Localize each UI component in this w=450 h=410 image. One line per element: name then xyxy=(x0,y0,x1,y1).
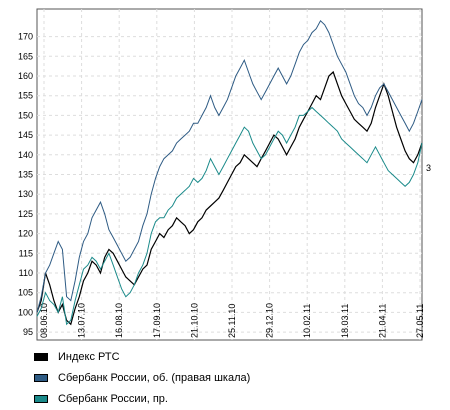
x-tick-label: 10.02.11 xyxy=(302,304,312,338)
x-axis: 08.06.10 13.07.10 16.08.10 17.09.10 21.10.10… xyxy=(39,303,425,338)
y-tick-label: 105 xyxy=(18,288,33,298)
legend-swatch-sber-common xyxy=(34,373,48,382)
legend-label-rts: Индекс РТС xyxy=(58,350,120,363)
series-line-rts xyxy=(36,70,423,326)
y-tick-label: 100 xyxy=(18,307,33,317)
y-tick-label: 125 xyxy=(18,209,33,219)
legend-item-sber-pref: Сбербанк России, пр. xyxy=(34,388,250,409)
y-tick-label: 150 xyxy=(18,110,33,120)
legend-label-sber-pref: Сбербанк России, пр. xyxy=(58,392,168,405)
x-tick-label: 21.04.11 xyxy=(377,304,387,338)
legend-item-rts: Индекс РТС xyxy=(34,346,250,367)
x-tick-label: 29.12.10 xyxy=(265,303,275,338)
x-tick-label: 17.09.10 xyxy=(152,303,162,338)
series-lines xyxy=(36,19,423,326)
y-tick-label: 130 xyxy=(18,189,33,199)
y-tick-label: 120 xyxy=(18,229,33,239)
x-tick-label: 27.05.11 xyxy=(415,304,425,338)
y-tick-label: 155 xyxy=(18,91,33,101)
x-tick-label: 18.03.11 xyxy=(340,304,350,338)
series-line-sber-common xyxy=(36,19,423,313)
legend-item-sber-common: Сбербанк России, об. (правая шкала) xyxy=(34,367,250,388)
series-line-sber-pref xyxy=(36,106,423,326)
right-axis-label: 3 xyxy=(426,163,431,173)
x-tick-label: 08.06.10 xyxy=(39,303,49,338)
legend-label-sber-common: Сбербанк России, об. (правая шкала) xyxy=(58,371,251,384)
chart: 95 100 105 110 115 120 125 130 135 140 145 150 155 16… xyxy=(18,8,431,341)
legend-swatch-sber-pref xyxy=(34,394,48,403)
y-axis: 95 100 105 110 115 120 125 130 135 140 145 150 155 16… xyxy=(18,32,33,338)
x-tick-label: 21.10.10 xyxy=(189,303,199,338)
legend: Индекс РТС Сбербанк России, об. (правая … xyxy=(34,346,250,409)
y-tick-label: 115 xyxy=(19,248,33,258)
x-tick-label: 16.08.10 xyxy=(114,303,124,338)
x-tick-label: 25.11.10 xyxy=(227,304,237,338)
y-tick-label: 135 xyxy=(18,170,33,180)
y-tick-label: 140 xyxy=(18,150,33,160)
y-tick-label: 165 xyxy=(18,51,33,61)
y-tick-label: 110 xyxy=(19,268,33,278)
y-tick-label: 170 xyxy=(18,32,33,42)
x-tick-label: 13.07.10 xyxy=(77,303,87,338)
y-tick-label: 95 xyxy=(23,327,33,337)
y-tick-label: 160 xyxy=(18,71,33,81)
y-tick-label: 145 xyxy=(18,130,33,140)
grid xyxy=(37,9,422,340)
legend-swatch-rts xyxy=(34,352,48,361)
